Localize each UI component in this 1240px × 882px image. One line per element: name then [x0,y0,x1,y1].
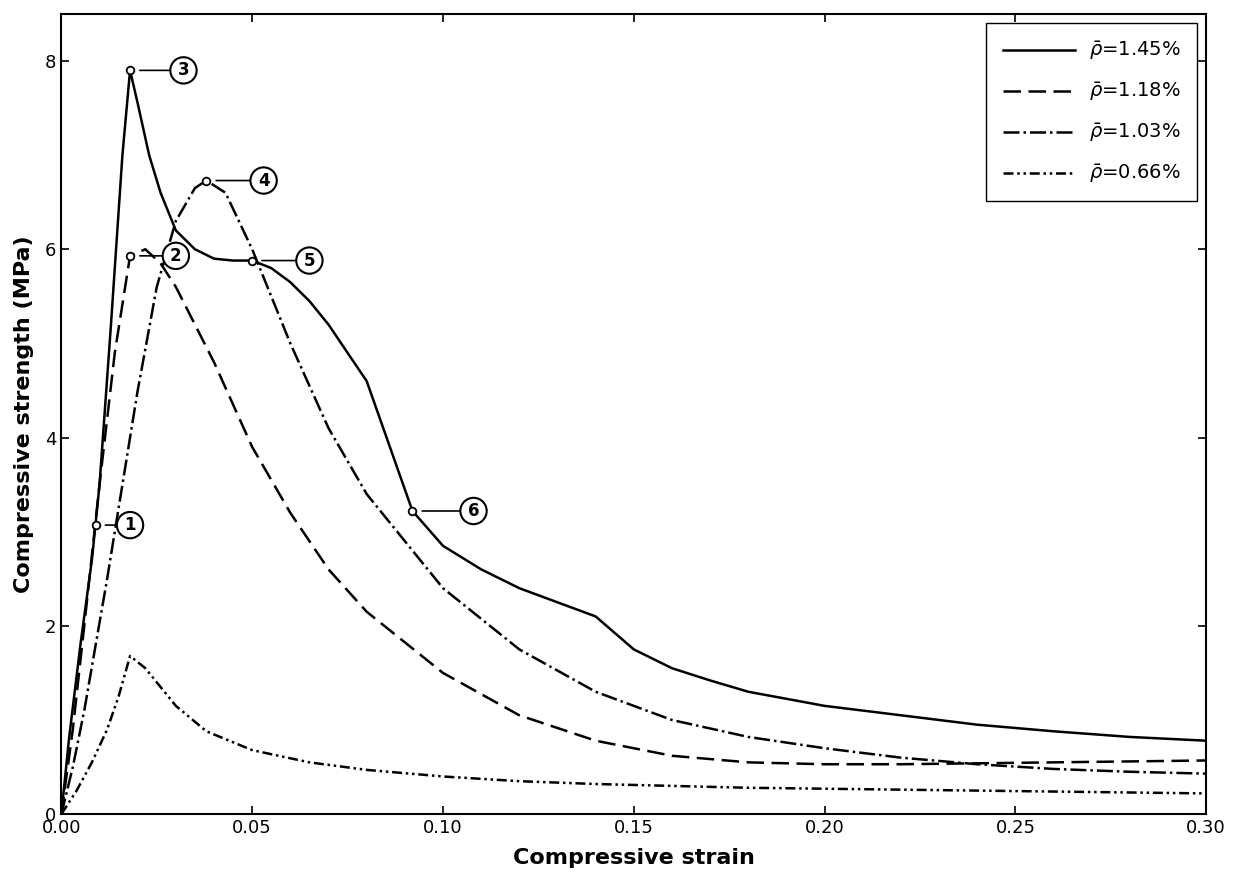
Legend: $\bar{\rho}$=1.45%, $\bar{\rho}$=1.18%, $\bar{\rho}$=1.03%, $\bar{\rho}$=0.66%: $\bar{\rho}$=1.45%, $\bar{\rho}$=1.18%, … [986,23,1197,201]
Text: 4: 4 [216,171,269,190]
Text: 2: 2 [140,247,182,265]
X-axis label: Compressive strain: Compressive strain [513,848,755,868]
Text: 3: 3 [140,62,190,79]
Text: 6: 6 [422,502,480,520]
Text: 5: 5 [262,251,315,270]
Text: 1: 1 [105,516,136,534]
Y-axis label: Compressive strength (MPa): Compressive strength (MPa) [14,235,33,593]
